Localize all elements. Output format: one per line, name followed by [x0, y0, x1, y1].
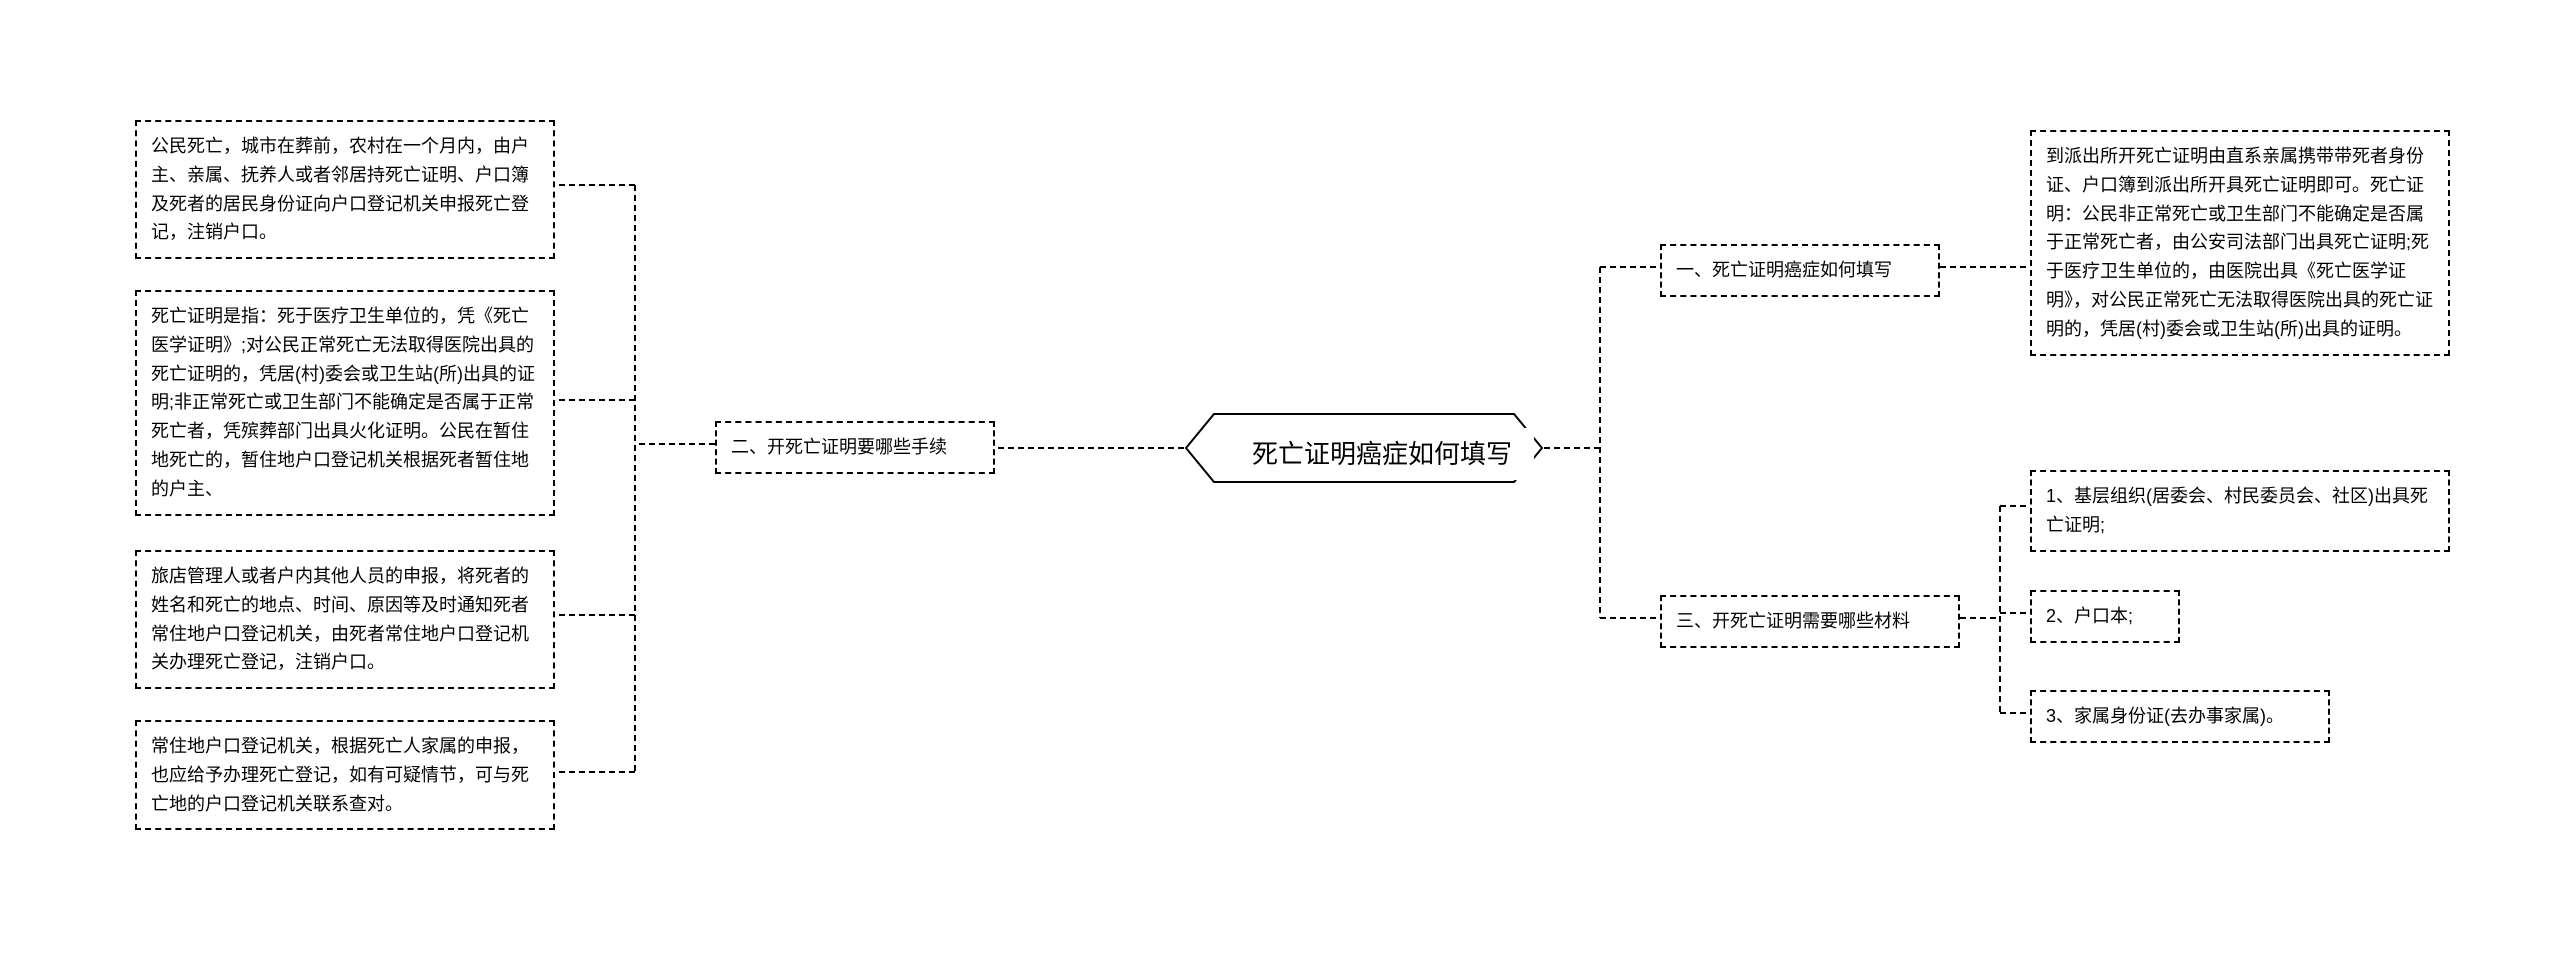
branch-right-bottom-title: 三、开死亡证明需要哪些材料 — [1660, 595, 1960, 648]
left-child-1: 死亡证明是指：死于医疗卫生单位的，凭《死亡医学证明》;对公民正常死亡无法取得医院… — [135, 290, 555, 516]
right-bottom-child-2: 3、家属身份证(去办事家属)。 — [2030, 690, 2330, 743]
right-bottom-child-2-text: 3、家属身份证(去办事家属)。 — [2046, 706, 2284, 726]
branch-left-title-text: 二、开死亡证明要哪些手续 — [731, 437, 947, 457]
left-child-2-text: 旅店管理人或者户内其他人员的申报，将死者的姓名和死亡的地点、时间、原因等及时通知… — [151, 566, 529, 672]
right-top-child-0: 到派出所开死亡证明由直系亲属携带带死者身份证、户口簿到派出所开具死亡证明即可。死… — [2030, 130, 2450, 356]
left-child-2: 旅店管理人或者户内其他人员的申报，将死者的姓名和死亡的地点、时间、原因等及时通知… — [135, 550, 555, 689]
branch-left-title: 二、开死亡证明要哪些手续 — [715, 421, 995, 474]
right-bottom-child-1-text: 2、户口本; — [2046, 606, 2133, 626]
right-bottom-child-0-text: 1、基层组织(居委会、村民委员会、社区)出具死亡证明; — [2046, 486, 2428, 535]
left-child-1-text: 死亡证明是指：死于医疗卫生单位的，凭《死亡医学证明》;对公民正常死亡无法取得医院… — [151, 306, 535, 499]
branch-right-bottom-title-text: 三、开死亡证明需要哪些材料 — [1676, 611, 1910, 631]
right-top-child-0-text: 到派出所开死亡证明由直系亲属携带带死者身份证、户口簿到派出所开具死亡证明即可。死… — [2046, 146, 2433, 339]
center-node: 死亡证明癌症如何填写 — [1230, 428, 1534, 480]
right-bottom-child-0: 1、基层组织(居委会、村民委员会、社区)出具死亡证明; — [2030, 470, 2450, 552]
branch-right-top-title-text: 一、死亡证明癌症如何填写 — [1676, 260, 1892, 280]
left-child-3: 常住地户口登记机关，根据死亡人家属的申报，也应给予办理死亡登记，如有可疑情节，可… — [135, 720, 555, 830]
right-bottom-child-1: 2、户口本; — [2030, 590, 2180, 643]
center-text: 死亡证明癌症如何填写 — [1252, 439, 1512, 469]
left-child-0: 公民死亡，城市在葬前，农村在一个月内，由户主、亲属、抚养人或者邻居持死亡证明、户… — [135, 120, 555, 259]
left-child-3-text: 常住地户口登记机关，根据死亡人家属的申报，也应给予办理死亡登记，如有可疑情节，可… — [151, 736, 529, 814]
branch-right-top-title: 一、死亡证明癌症如何填写 — [1660, 244, 1940, 297]
left-child-0-text: 公民死亡，城市在葬前，农村在一个月内，由户主、亲属、抚养人或者邻居持死亡证明、户… — [151, 136, 529, 242]
